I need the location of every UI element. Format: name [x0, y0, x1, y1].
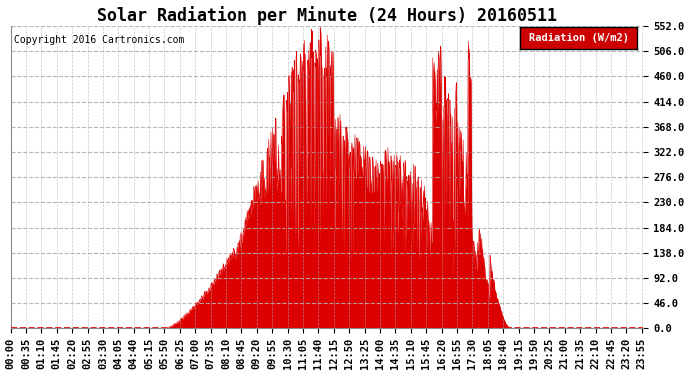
Text: Copyright 2016 Cartronics.com: Copyright 2016 Cartronics.com — [14, 35, 184, 45]
Title: Solar Radiation per Minute (24 Hours) 20160511: Solar Radiation per Minute (24 Hours) 20… — [97, 6, 557, 24]
